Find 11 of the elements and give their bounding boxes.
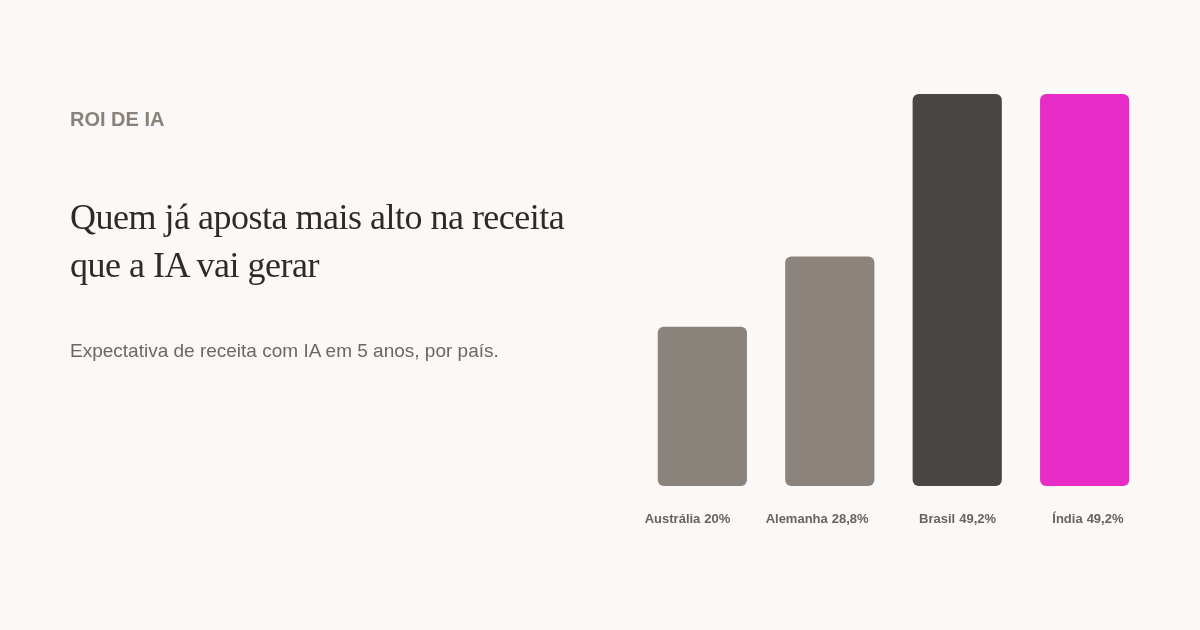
x-tick-label: Índia [1052, 511, 1084, 526]
data-label: 49,2% [959, 511, 997, 526]
data-label: 28,8% [831, 511, 870, 526]
text: ROI DE IA [70, 108, 166, 131]
data-label: 20% [704, 511, 731, 526]
x-tick-label: Alemanha [765, 511, 829, 526]
text: Quem já aposta mais alto na receita que a IA vai gerar [70, 196, 566, 287]
data-label: 49,2% [1086, 511, 1124, 526]
x-tick-label: Brasil [919, 511, 956, 526]
x-tick-label: Austrália [644, 511, 702, 526]
text: Expectativa de receita com IA em 5 anos, por país. [70, 339, 500, 363]
